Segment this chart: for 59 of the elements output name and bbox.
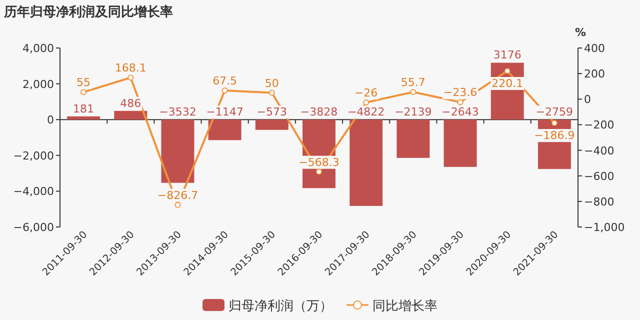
bar — [255, 120, 288, 130]
bar — [396, 120, 430, 158]
y-tick-label: 0 — [47, 114, 54, 127]
bar — [208, 120, 242, 140]
data-label: 50 — [264, 76, 279, 90]
data-label: −2759 — [536, 106, 574, 119]
point — [174, 202, 181, 208]
bar — [67, 116, 100, 120]
chart-title: 历年归母净利润及同比增长率 — [3, 4, 173, 20]
data-label: −1147 — [206, 106, 244, 119]
data-label: −4822 — [347, 106, 385, 119]
point — [410, 89, 416, 96]
data-label: 486 — [120, 96, 142, 110]
point — [457, 99, 464, 106]
point — [363, 99, 370, 106]
data-label: 168.1 — [114, 62, 146, 75]
point — [268, 90, 275, 96]
point — [551, 120, 558, 126]
point — [222, 88, 228, 94]
y2-axis-title: % — [575, 26, 586, 39]
data-label: −3532 — [159, 106, 196, 119]
y-tick-label: 2,000 — [22, 78, 54, 91]
y2-tick-label: 400 — [584, 42, 605, 55]
y-tick-label: −2,000 — [13, 149, 54, 162]
data-label: 220.1 — [492, 77, 524, 90]
data-label: 55 — [76, 76, 91, 90]
y2-tick-label: −400 — [584, 144, 614, 158]
legend-label: 同比增长率 — [372, 298, 438, 314]
data-label: 3176 — [493, 48, 522, 62]
y-tick-label: 4,000 — [22, 42, 54, 55]
y2-tick-label: 200 — [584, 68, 605, 81]
bar — [114, 110, 148, 120]
point — [504, 68, 510, 74]
y-tick-label: −4,000 — [13, 185, 54, 198]
data-label: −2139 — [394, 106, 432, 119]
data-label: 67.5 — [212, 74, 238, 88]
data-label: −26 — [354, 86, 378, 100]
data-label: −826.7 — [157, 188, 198, 202]
data-label: 55.7 — [400, 76, 426, 90]
data-label: −573 — [256, 106, 288, 119]
bar — [444, 120, 477, 167]
data-label: −3828 — [300, 106, 338, 119]
data-label: −568.3 — [298, 156, 340, 169]
legend-label: 归母净利润（万） — [228, 299, 332, 314]
y-tick-label: −6,000 — [13, 221, 54, 234]
bar — [161, 120, 194, 183]
y2-tick-label: −1,000 — [584, 221, 625, 234]
data-label: −2643 — [442, 106, 479, 119]
point — [80, 89, 87, 96]
y2-tick-label: −200 — [584, 118, 614, 132]
data-label: −23.6 — [443, 86, 478, 100]
point — [316, 168, 322, 175]
bar — [350, 120, 383, 206]
data-label: −186.9 — [534, 129, 575, 142]
data-label: 181 — [73, 102, 94, 116]
y2-tick-label: −600 — [584, 170, 614, 183]
y2-tick-label: 0 — [584, 93, 591, 106]
y2-tick-label: −800 — [584, 195, 614, 208]
point — [128, 74, 134, 81]
